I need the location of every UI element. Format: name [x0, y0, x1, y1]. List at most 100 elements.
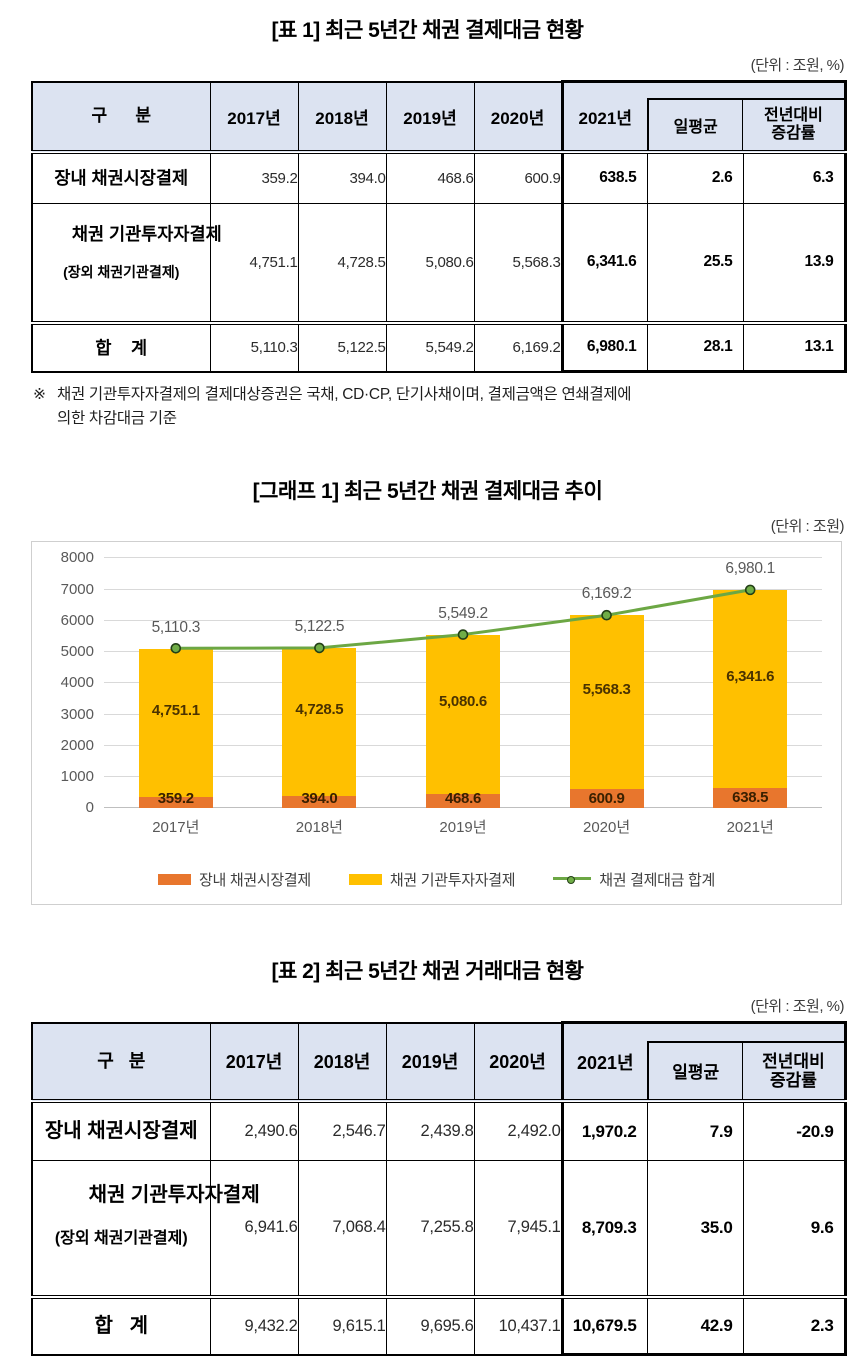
table1-unit-label: (단위 : 조원, %)	[750, 57, 845, 74]
cell: 4,728.5	[297, 202, 387, 324]
line-value-label: 5,549.2	[438, 604, 488, 622]
line-marker	[314, 642, 325, 654]
row-label-sub: (장외 채권기관결제)	[63, 264, 180, 281]
line-marker	[601, 610, 612, 621]
cell-yoy: 13.9	[742, 202, 847, 324]
row-label-main: 채권 기관투자자결제	[88, 1184, 260, 1207]
y-axis-tick-label: 3000	[60, 705, 94, 723]
legend-swatch-gold-icon	[348, 874, 382, 886]
line-marker	[457, 629, 469, 641]
y-axis-tick-label: 5000	[60, 643, 94, 660]
cell: 468.6	[385, 151, 475, 204]
table1-header-2017: 2017년	[209, 81, 299, 154]
y-axis-tick-label: 2000	[60, 736, 94, 754]
cell-2021: 6,341.6	[560, 202, 648, 324]
table2-header-daily-avg: 일평균	[672, 1063, 720, 1083]
bar-value-label: 5,568.3	[582, 681, 631, 699]
legend-label: 장내 채권시장결제	[199, 872, 311, 890]
total-line-series	[170, 584, 756, 654]
bar-value-label: 600.9	[588, 789, 625, 807]
cell-2021: 638.5	[560, 151, 648, 204]
chart-plot: 359.2 4,751.1 5,110.3 394.0 4,728.5 5,122.5 46…	[104, 557, 822, 809]
bar-segment-onmarket	[282, 795, 357, 809]
row-label: 장내 채권시장결제	[31, 1100, 211, 1162]
table1-row-onmarket: 장내 채권시장결제 359.2 394.0 468.6 600.9 638.5 …	[31, 151, 847, 204]
bar-segment-institutional	[282, 648, 357, 796]
chart-unit-label: (단위 : 조원)	[770, 518, 845, 536]
cell-daily-avg: 28.1	[646, 320, 744, 374]
cell-2021: 1,970.2	[560, 1100, 648, 1162]
cell-2021: 6,980.1	[560, 320, 648, 374]
table1-header-2021: 2021년	[560, 80, 647, 154]
table1-header-2019: 2019년	[385, 81, 475, 154]
table2-header-2019: 2019년	[385, 1022, 475, 1103]
y-axis-tick-label: 7000	[60, 580, 94, 598]
line-value-label: 6,980.1	[725, 560, 775, 578]
table1-header-category: 구 분	[31, 81, 211, 154]
bar-value-label: 468.6	[444, 790, 482, 808]
cell-daily-avg: 42.9	[646, 1294, 744, 1356]
line-marker	[744, 584, 756, 596]
x-axis-tick-label: 2020년	[583, 819, 631, 837]
gridline	[104, 588, 822, 590]
bar-segment-onmarket	[713, 788, 788, 809]
table1-header-yoy-line2: 증감률	[771, 124, 816, 142]
y-axis-tick-label: 0	[85, 799, 94, 817]
gridline	[104, 619, 822, 621]
legend-swatch-orange-icon	[158, 874, 191, 886]
row-label-total: 합 계	[31, 1294, 211, 1356]
cell: 2,439.8	[385, 1100, 475, 1162]
footnote-marker: ※	[33, 386, 46, 404]
bar-value-label: 6,341.6	[726, 668, 775, 686]
legend-item-institutional: 채권 기관투자자결제	[348, 869, 516, 890]
cell: 2,546.7	[297, 1100, 387, 1162]
table1-header-2018: 2018년	[297, 81, 387, 154]
bar-value-label: 4,751.1	[151, 701, 200, 719]
table1-row-institutional: 채권 기관투자자결제 (장외 채권기관결제) 4,751.1 4,728.5 5…	[31, 202, 847, 324]
row-label-main: 채권 기관투자자결제	[71, 224, 222, 245]
cell: 394.0	[297, 151, 387, 204]
bar-segment-onmarket	[426, 793, 500, 809]
cell-daily-avg: 35.0	[646, 1160, 744, 1298]
cell: 6,169.2	[473, 320, 563, 373]
cell-2021: 8,709.3	[560, 1160, 648, 1298]
cell: 2,492.0	[473, 1100, 563, 1162]
cell: 600.9	[473, 151, 563, 204]
bar-segment-institutional	[569, 615, 644, 790]
row-label: 채권 기관투자자결제 (장외 채권기관결제)	[31, 202, 222, 324]
table2-header-2021: 2021년	[560, 1021, 647, 1103]
cell-yoy: -20.9	[742, 1100, 847, 1162]
table1: 구 분 2017년 2018년 2019년 2020년 2021년 일평균 전년…	[31, 80, 847, 374]
x-axis-tick-label: 2019년	[439, 819, 487, 837]
table1-header-2020: 2020년	[473, 81, 563, 154]
table1-title: [표 1] 최근 5년간 채권 결제대금 현황	[271, 19, 584, 42]
bar-segment-onmarket	[138, 797, 213, 809]
bar-segment-institutional	[426, 634, 500, 794]
bar-segment-institutional	[713, 590, 788, 789]
y-axis-tick-label: 1000	[60, 768, 94, 785]
table1-header-2021-subgroup: 일평균 전년대비 증감률	[647, 80, 847, 154]
line-marker	[170, 643, 182, 654]
cell: 7,068.4	[297, 1160, 387, 1298]
table1-footnote: ※ 채권 기관투자자결제의 결제대상증권은 국채, CD·CP, 단기사채이며,…	[33, 383, 833, 431]
chart-section: [그래프 1] 최근 5년간 채권 결제대금 추이 (단위 : 조원) 0 100…	[0, 475, 855, 906]
bar-value-label: 4,728.5	[295, 701, 344, 719]
table2-header-category: 구 분	[31, 1022, 211, 1103]
cell: 10,437.1	[473, 1294, 563, 1356]
line-value-label: 6,169.2	[581, 585, 632, 603]
x-axis-tick-label: 2021년	[726, 819, 774, 837]
y-axis-tick-label: 8000	[60, 549, 94, 567]
table1-header-yoy-line1: 전년대비	[763, 106, 823, 124]
table2-header-2020: 2020년	[473, 1022, 563, 1103]
table2-row-onmarket: 장내 채권시장결제 2,490.6 2,546.7 2,439.8 2,492.…	[31, 1100, 847, 1162]
cell-yoy: 6.3	[742, 151, 847, 204]
footnote-line1: 채권 기관투자자결제의 결제대상증권은 국채, CD·CP, 단기사채이며, 결…	[57, 386, 632, 404]
bar-value-label: 5,080.6	[439, 693, 487, 711]
table2-header-yoy-line2: 증감률	[769, 1070, 817, 1090]
cell: 5,549.2	[385, 320, 475, 373]
cell-daily-avg: 7.9	[646, 1100, 744, 1162]
table2-header-2018: 2018년	[297, 1022, 387, 1103]
cell: 6,941.6	[209, 1160, 299, 1298]
table1-row-total: 합 계 5,110.3 5,122.5 5,549.2 6,169.2 6,98…	[31, 320, 847, 374]
row-label: 채권 기관투자자결제 (장외 채권기관결제)	[31, 1160, 260, 1298]
